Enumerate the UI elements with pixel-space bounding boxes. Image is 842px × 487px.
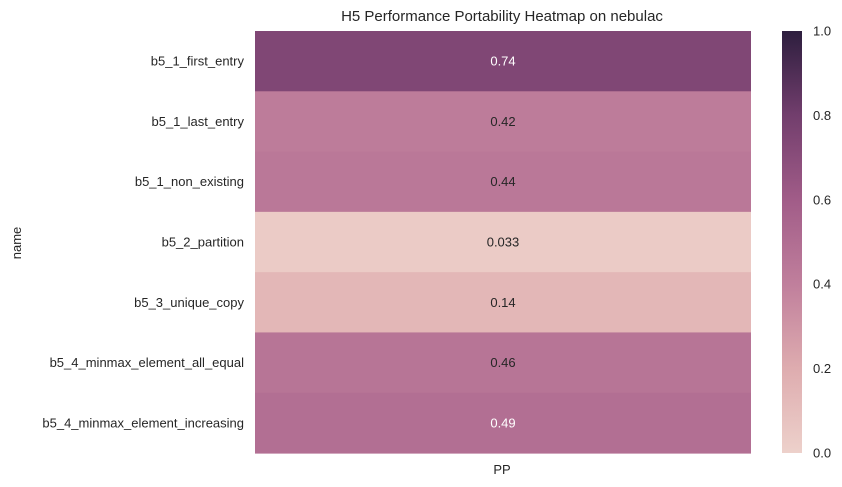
colorbar-tick-label: 0.4 — [813, 277, 831, 292]
row-label: b5_4_minmax_element_increasing — [42, 415, 244, 430]
cell-value-label: 0.74 — [490, 54, 515, 69]
row-labels: b5_1_first_entry b5_1_last_entry b5_1_non_… — [42, 54, 244, 431]
row-label: b5_1_first_entry — [151, 54, 245, 69]
row-label: b5_1_last_entry — [151, 114, 244, 129]
row-label: b5_2_partition — [162, 235, 244, 250]
cell-value-label: 0.46 — [490, 355, 515, 370]
heatmap-cell — [255, 91, 751, 153]
colorbar-tick-label: 1.0 — [813, 24, 831, 39]
row-label: b5_4_minmax_element_all_equal — [50, 355, 245, 370]
heatmap-cell — [255, 151, 751, 213]
heatmap-cell — [255, 332, 751, 394]
cell-value-label: 0.14 — [490, 295, 515, 310]
heatmap-cell — [255, 272, 751, 334]
y-axis-label: name — [9, 227, 24, 260]
colorbar-ticks: 0.0 0.2 0.4 0.6 0.8 1.0 — [813, 24, 831, 461]
row-label: b5_1_non_existing — [135, 174, 244, 189]
heatmap-cell — [255, 392, 751, 454]
heatmap-cell — [255, 211, 751, 273]
colorbar-tick-label: 0.2 — [813, 361, 831, 376]
cell-value-label: 0.44 — [490, 174, 515, 189]
cell-value-label: 0.42 — [490, 114, 515, 129]
cell-value-label: 0.49 — [490, 415, 515, 430]
heatmap-cells: 0.74 0.42 0.44 0.033 0.14 0.46 0.49 — [255, 31, 751, 454]
cell-value-label: 0.033 — [487, 235, 520, 250]
colorbar — [782, 31, 802, 453]
x-tick-label: PP — [493, 462, 510, 477]
colorbar-tick-label: 0.8 — [813, 108, 831, 123]
chart-title: H5 Performance Portability Heatmap on ne… — [341, 8, 663, 25]
colorbar-tick-label: 0.6 — [813, 192, 831, 207]
row-label: b5_3_unique_copy — [134, 295, 244, 310]
colorbar-tick-label: 0.0 — [813, 446, 831, 461]
heatmap-cell — [255, 31, 751, 92]
